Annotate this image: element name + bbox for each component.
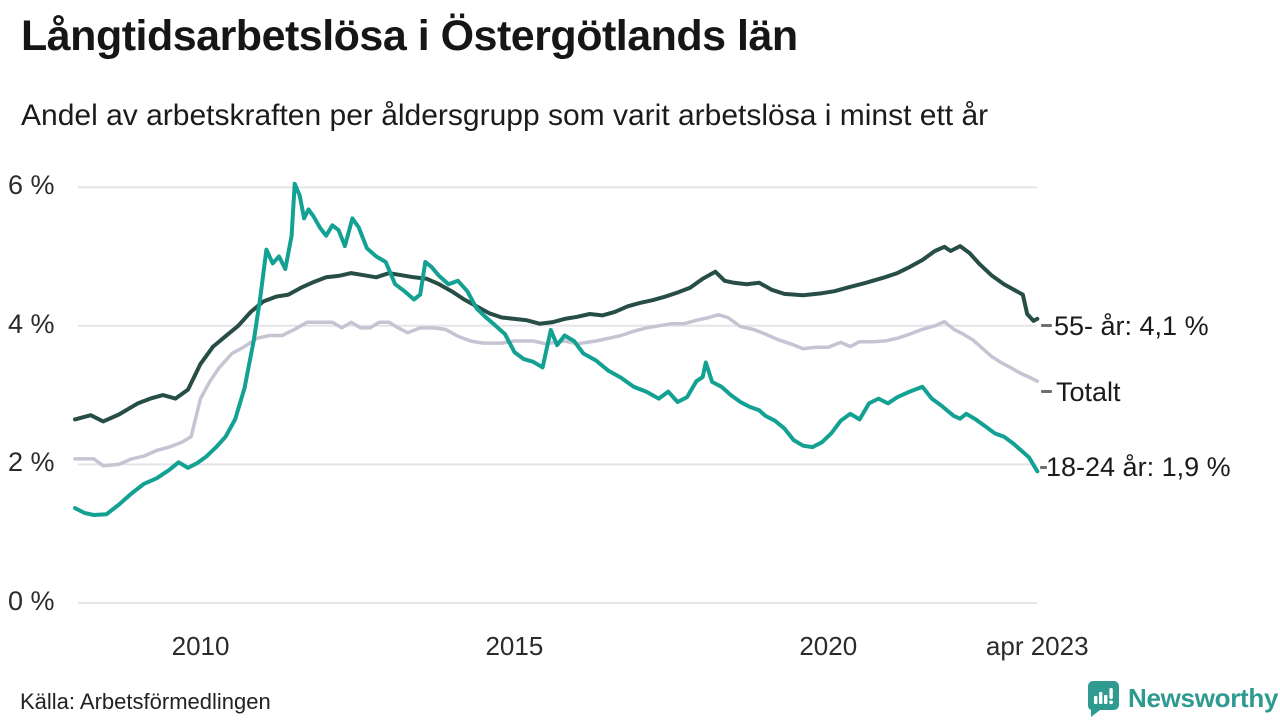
y-tick-label-0: 0 %: [8, 586, 55, 616]
page-title: Långtidsarbetslösa i Östergötlands län: [21, 12, 798, 60]
y-tick-label-4: 4 %: [8, 308, 55, 339]
newsworthy-logo: Newsworthy: [1086, 680, 1278, 717]
page-subtitle: Andel av arbetskraften per åldersgrupp s…: [21, 99, 989, 132]
series-label-55-ar: 55- år: 4,1 %: [1054, 311, 1209, 341]
series-line-55-år: [73, 244, 1040, 424]
leader-dash-1824: [1040, 466, 1047, 469]
x-tick-label-apr-2023: apr 2023: [985, 631, 1089, 661]
y-tick-label-6: 6 %: [8, 170, 55, 201]
series-label-18-24-ar: 18-24 år: 1,9 %: [1046, 452, 1231, 482]
x-tick-label-2010: 2010: [171, 631, 230, 661]
x-tick-label-2020: 2020: [799, 631, 858, 661]
bar-chart-speech-bubble-icon: [1087, 681, 1119, 717]
source-caption: Källa: Arbetsförmedlingen: [20, 689, 271, 714]
brand-name: Newsworthy: [1128, 683, 1279, 713]
series-line-18-24-år: [73, 181, 1040, 517]
series-label-totalt: Totalt: [1056, 377, 1121, 407]
x-tick-label-2015: 2015: [485, 631, 544, 661]
series-line-Totalt: [73, 312, 1040, 468]
y-tick-label-2: 2 %: [8, 447, 55, 478]
leader-dash-55: [1041, 324, 1052, 327]
leader-dash-totalt: [1041, 390, 1052, 393]
